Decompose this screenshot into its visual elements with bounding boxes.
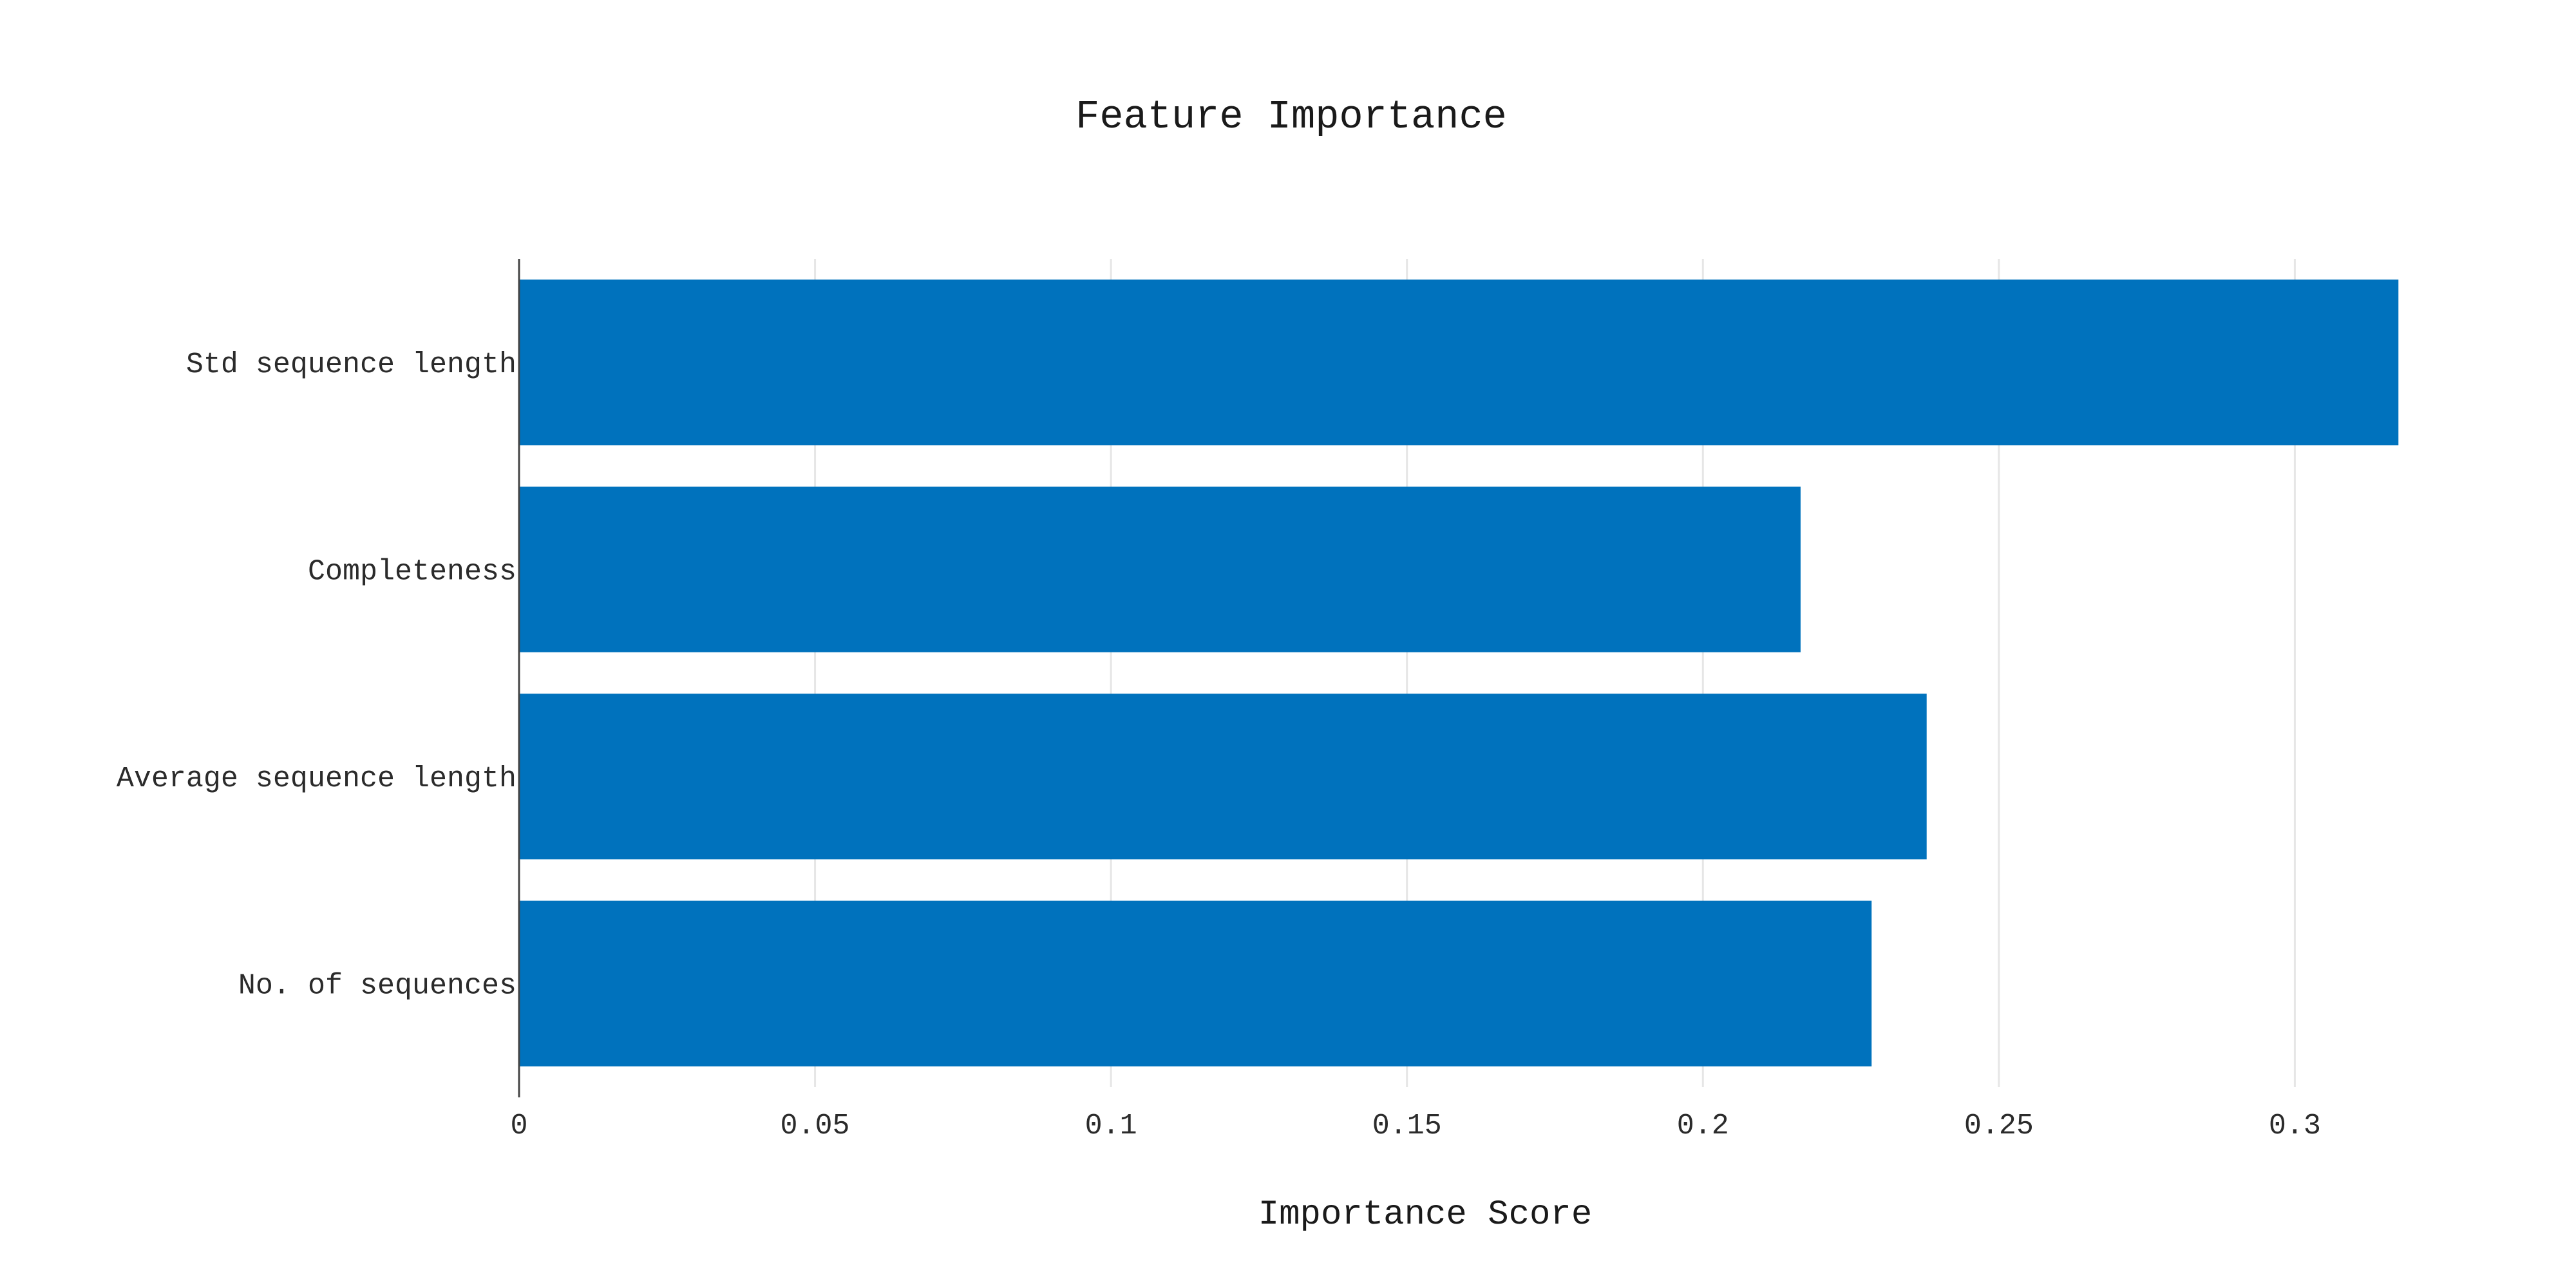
- bars: [519, 279, 2399, 1066]
- y-category-label: Std sequence length: [186, 348, 516, 381]
- x-tick-label: 0.15: [1372, 1110, 1442, 1142]
- bar: [519, 900, 1872, 1066]
- x-tick-label: 0.2: [1677, 1110, 1729, 1142]
- y-category-label: Average sequence length: [117, 762, 516, 795]
- y-tick-labels: Std sequence length Completeness Average s…: [117, 348, 516, 1003]
- bar: [519, 279, 2399, 446]
- x-tick-label: 0.1: [1085, 1110, 1137, 1142]
- y-category-label: No. of sequences: [238, 969, 516, 1002]
- x-tick-label: 0.3: [2269, 1110, 2321, 1142]
- chart-title: Feature Importance: [1075, 94, 1507, 140]
- x-tick-label: 0: [510, 1110, 527, 1142]
- y-category-label: Completeness: [308, 555, 516, 588]
- x-tick-labels: 0 0.05 0.1 0.15 0.2 0.25 0.3: [510, 1087, 2321, 1142]
- bar: [519, 694, 1927, 860]
- x-axis-title: Importance Score: [1258, 1195, 1592, 1235]
- x-tick-label: 0.05: [781, 1110, 850, 1142]
- bar: [519, 486, 1801, 652]
- x-tick-label: 0.25: [1964, 1110, 2034, 1142]
